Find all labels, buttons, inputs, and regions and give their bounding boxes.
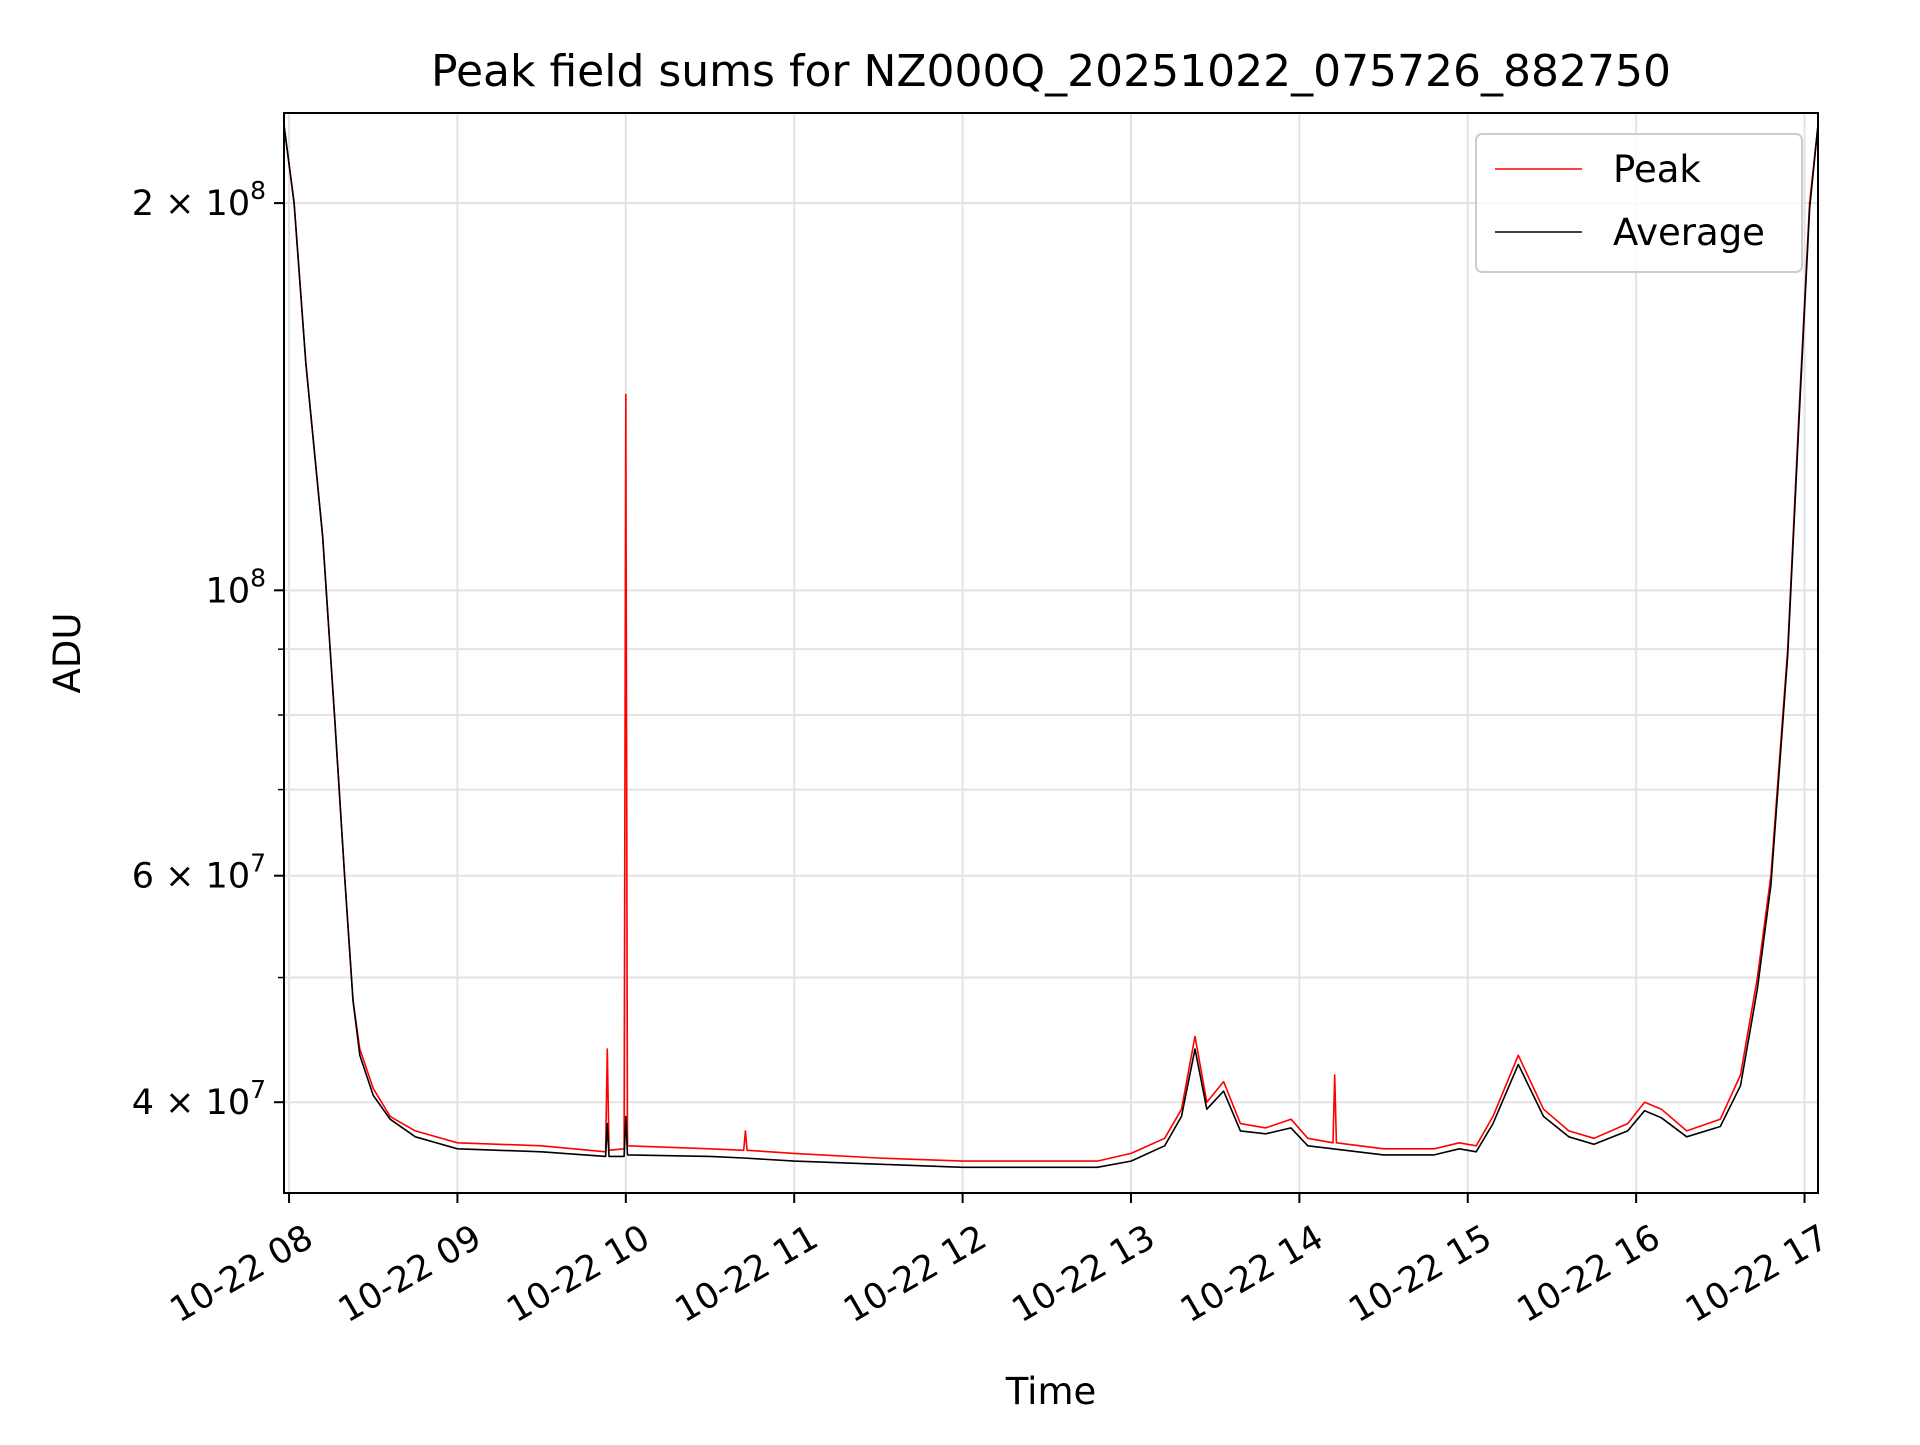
legend: Peak Average [1475, 133, 1803, 273]
plot-frame [283, 112, 1819, 1194]
y-tick-mantissa: 4 [132, 1083, 154, 1123]
y-axis-ticks: 4 × 107 6 × 107 108 2 × 108 [132, 176, 284, 1123]
y-tick-label: 108 [206, 563, 266, 611]
y-tick-label: 4 × 107 [132, 1075, 266, 1123]
y-tick-exponent: 8 [250, 563, 266, 592]
series-layer [284, 124, 1818, 1169]
legend-label-average: Average [1613, 211, 1765, 254]
y-tick-label: 6 × 107 [132, 849, 266, 897]
y-tick-exponent: 8 [250, 176, 266, 205]
y-tick-exponent: 7 [250, 849, 266, 878]
grid-lines [284, 113, 1818, 1193]
legend-label-peak: Peak [1613, 148, 1701, 191]
series-line-average [284, 124, 1818, 1169]
y-axis-label: ADU [46, 613, 89, 694]
x-axis-label: Time [1005, 1370, 1097, 1413]
y-tick-mantissa: 6 [132, 857, 154, 897]
series-line-peak [284, 124, 1818, 1162]
chart-title: Peak field sums for NZ000Q_20251022_0757… [431, 46, 1671, 97]
y-tick-exponent: 7 [250, 1075, 266, 1104]
y-tick-mantissa: 2 [132, 184, 154, 224]
y-tick-label: 2 × 108 [132, 176, 266, 224]
